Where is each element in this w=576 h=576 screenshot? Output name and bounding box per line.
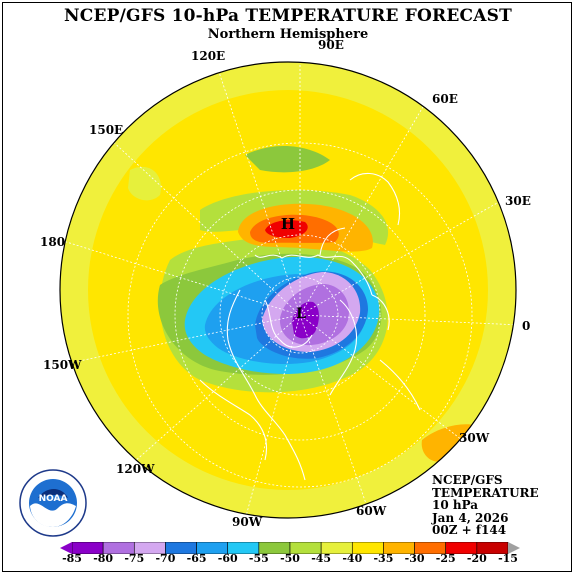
high-marker: H	[281, 215, 295, 233]
colorbar-tick-label: -85	[62, 552, 82, 565]
map-subtitle: Northern Hemisphere	[207, 27, 369, 42]
figure-frame	[2, 2, 572, 572]
colorbar-tick-label: -35	[373, 552, 394, 565]
map-title: NCEP/GFS 10-hPa TEMPERATURE FORECAST	[64, 6, 512, 26]
colorbar-tick-label: -65	[186, 552, 207, 565]
info-model: NCEP/GFS	[432, 473, 503, 487]
noaa-logo-text: NOAA	[39, 494, 68, 504]
colorbar-tick-label: -75	[124, 552, 145, 565]
colorbar-tick-label: -70	[155, 552, 176, 565]
lon-label-60w: 60W	[356, 504, 387, 518]
colorbar-tick-label: -40	[342, 552, 363, 565]
info-variable: TEMPERATURE	[432, 485, 539, 500]
lon-label-150w: 150W	[43, 358, 82, 372]
info-forecast-hour: 00Z + f144	[432, 523, 507, 537]
colorbar-tick-label: -80	[93, 552, 114, 565]
colorbar-arrow-high	[508, 542, 520, 554]
colorbar	[60, 542, 520, 554]
lon-label-120e: 120E	[191, 49, 226, 63]
colorbar-tick-label: -25	[435, 552, 456, 565]
info-box: NCEP/GFS TEMPERATURE 10 hPa Jan 4, 2026 …	[432, 474, 539, 537]
temperature-field	[60, 62, 516, 518]
colorbar-tick-label: -45	[311, 552, 332, 565]
map-boundary	[59, 61, 517, 519]
info-date: Jan 4, 2026	[432, 510, 509, 525]
lon-label-90w: 90W	[232, 515, 263, 529]
lon-label-90e: 90E	[318, 38, 344, 52]
lon-label-30w: 30W	[459, 431, 490, 445]
lon-label-0: 0	[522, 319, 531, 333]
colorbar-tick-label: -50	[280, 552, 300, 565]
lon-label-60e: 60E	[432, 92, 458, 106]
low-marker: L	[296, 306, 306, 322]
graticule	[60, 62, 516, 518]
colorbar-tick-label: -30	[404, 552, 425, 565]
lon-label-150e: 150E	[89, 123, 124, 137]
info-level: 10 hPa	[432, 498, 479, 512]
colorbar-tick-label: -15	[498, 552, 518, 565]
colorbar-tick-label: -20	[466, 552, 487, 565]
coastlines	[199, 172, 421, 481]
lon-label-180: 180	[40, 235, 66, 249]
colorbar-tick-label: -60	[217, 552, 238, 565]
noaa-logo: NOAA	[19, 469, 87, 537]
colorbar-arrow-low	[60, 542, 72, 554]
lon-label-120w: 120W	[116, 462, 155, 476]
colorbar-tick-label: -55	[248, 552, 269, 565]
lon-label-30e: 30E	[505, 194, 531, 208]
